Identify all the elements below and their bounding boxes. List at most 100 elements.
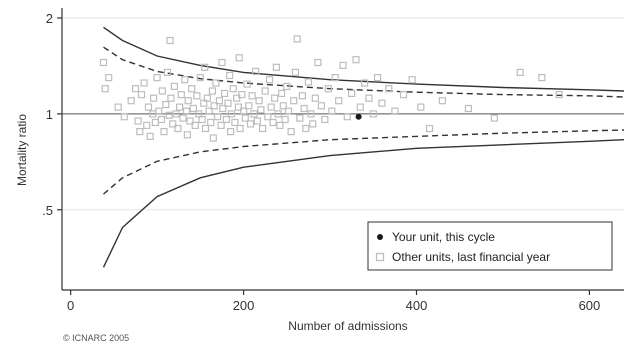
point-other-unit-76 [243,80,251,88]
point-other-unit-103 [293,35,301,43]
point-other-unit-61 [220,89,229,98]
point-other-unit-62 [222,115,230,124]
point-other-unit-126 [369,110,377,118]
point-other-unit-91 [271,94,279,102]
point-other-unit-134 [425,124,434,133]
point-other-unit-120 [343,113,351,121]
point-other-unit-86 [261,87,269,95]
point-other-unit-133 [417,103,425,111]
point-other-unit-119 [339,61,347,70]
point-other-unit-78 [246,120,255,128]
point-other-unit-88 [265,76,274,84]
point-other-unit-57 [215,97,223,105]
point-other-unit-20 [158,87,166,95]
y-axis-title: Mortality ratio [15,114,29,186]
point-other-unit-106 [300,104,308,113]
point-other-unit-98 [283,82,291,91]
point-your-unit-0 [355,113,362,120]
point-other-unit-49 [203,94,211,102]
point-other-unit-25 [166,36,174,45]
point-other-unit-47 [201,63,209,71]
point-other-unit-81 [252,67,260,76]
x-tick-label-2: 400 [406,298,428,313]
point-other-unit-96 [279,102,287,110]
point-other-unit-84 [257,106,265,114]
point-other-unit-131 [399,90,408,99]
point-other-unit-128 [378,99,386,107]
point-other-unit-138 [516,68,524,77]
grid-lines [62,17,624,211]
point-other-unit-125 [365,94,373,102]
point-other-unit-2 [105,73,113,82]
point-other-unit-71 [235,54,243,62]
data-points [99,35,563,142]
control-limit-outer-lower [102,139,624,268]
point-other-unit-48 [201,124,210,133]
point-other-unit-73 [238,90,246,99]
point-other-unit-118 [335,97,343,105]
point-other-unit-31 [176,103,184,111]
point-other-unit-7 [134,117,142,125]
point-other-unit-8 [136,128,144,136]
point-other-unit-60 [219,104,227,113]
point-other-unit-116 [328,107,336,115]
point-other-unit-39 [188,85,196,93]
point-other-unit-19 [157,115,165,124]
point-other-unit-105 [298,92,306,100]
point-other-unit-9 [137,90,146,99]
point-other-unit-53 [209,134,217,142]
point-other-unit-124 [361,79,369,87]
point-other-unit-34 [181,76,189,84]
axes: .5 1 2 0 200 400 600 [42,8,624,313]
y-tick-label-0: .5 [42,203,53,218]
point-other-unit-127 [374,73,382,82]
point-other-unit-21 [160,128,168,136]
point-other-unit-93 [274,110,282,118]
point-other-unit-114 [321,115,329,124]
point-other-unit-94 [276,121,284,130]
legend-label-other-units: Other units, last financial year [392,250,550,264]
point-other-unit-23 [163,68,172,77]
point-other-unit-38 [186,117,194,125]
legend-box [367,221,613,271]
x-tick-label-3: 600 [579,298,601,313]
legend-marker-other-units [375,252,385,262]
point-other-unit-29 [172,110,180,118]
point-other-unit-44 [196,73,204,82]
point-other-unit-83 [255,97,263,105]
point-other-unit-26 [167,94,175,102]
point-other-unit-41 [191,121,199,130]
point-other-unit-12 [144,103,153,111]
point-other-unit-121 [348,89,356,98]
point-other-unit-67 [229,85,237,93]
point-other-unit-11 [143,121,151,130]
point-other-unit-92 [272,63,280,71]
copyright-notice: © ICNARC 2005 [63,333,129,343]
control-limit-inner-lower [103,129,624,195]
point-other-unit-5 [127,97,135,105]
point-other-unit-40 [189,104,197,113]
point-other-unit-4 [120,113,128,121]
point-other-unit-16 [151,118,159,127]
point-other-unit-87 [264,113,272,121]
point-other-unit-51 [207,118,215,127]
point-other-unit-52 [208,87,216,95]
point-other-unit-18 [155,107,163,115]
point-other-unit-54 [210,102,218,110]
control-limit-inner-upper [103,46,624,98]
point-other-unit-63 [224,99,232,107]
point-other-unit-109 [307,110,315,118]
point-other-unit-0 [99,58,108,67]
point-other-unit-24 [165,111,173,119]
point-other-unit-111 [311,94,319,102]
control-limit-outer-upper [103,26,624,92]
control-limit-lines [102,26,624,268]
point-other-unit-15 [150,94,158,102]
x-axis-title: Number of admissions [288,319,407,333]
point-other-unit-50 [205,107,213,115]
point-other-unit-13 [146,132,154,140]
point-other-unit-97 [281,115,289,124]
point-other-unit-1 [101,85,109,93]
point-other-unit-140 [555,90,563,99]
